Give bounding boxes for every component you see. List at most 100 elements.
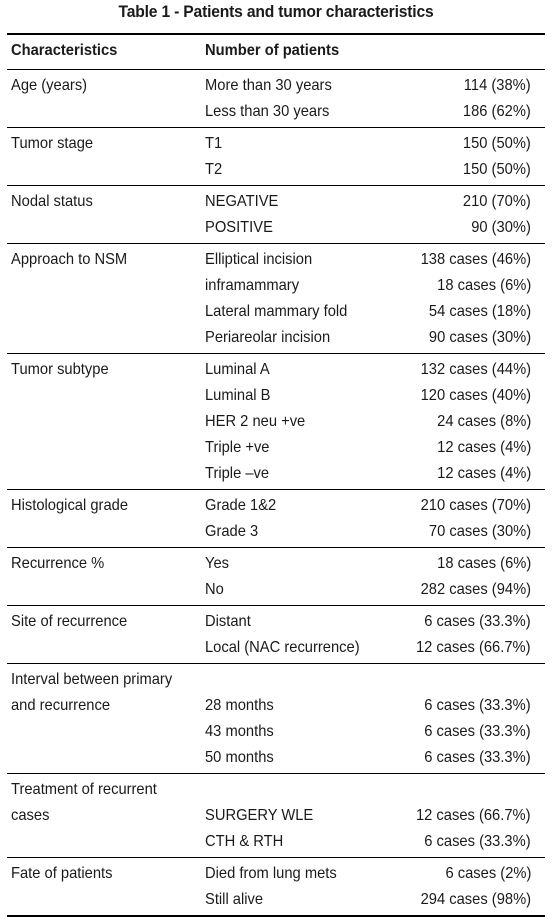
table-row xyxy=(7,667,545,693)
table-row: HER 2 neu +ve 24 cases (8%) xyxy=(7,409,545,435)
table-row: Grade 3 70 cases (30%) xyxy=(7,519,545,545)
group-divider xyxy=(7,127,545,128)
row-label: 43 months xyxy=(205,723,274,740)
row-value: 282 cases (94%) xyxy=(420,581,531,598)
row-label: Triple +ve xyxy=(205,439,270,456)
characteristic-label: Interval between primary xyxy=(11,671,173,688)
row-value: 6 cases (33.3%) xyxy=(424,613,531,630)
row-value: 18 cases (6%) xyxy=(436,277,531,294)
table-row: 50 months 6 cases (33.3%) xyxy=(7,745,545,771)
table-row: No 282 cases (94%) xyxy=(7,577,545,603)
table-row: T2 150 (50%) xyxy=(7,157,545,183)
characteristic-group: Recurrence % Yes 18 cases (6%) No 282 cases … xyxy=(7,548,545,605)
row-value: 6 cases (33.3%) xyxy=(424,749,531,766)
row-label: SURGERY WLE xyxy=(205,807,314,824)
row-label: NEGATIVE xyxy=(205,193,279,210)
table-row: inframammary 18 cases (6%) xyxy=(7,273,545,299)
characteristic-label: and recurrence xyxy=(11,697,111,714)
table-row xyxy=(7,777,545,803)
characteristic-label: Age (years) xyxy=(11,77,88,94)
group-divider xyxy=(7,185,545,186)
row-label: T2 xyxy=(205,161,223,178)
characteristic-label: cases xyxy=(11,807,50,824)
row-label: POSITIVE xyxy=(205,219,273,236)
row-label: No xyxy=(205,581,224,598)
row-value: 114 (38%) xyxy=(464,77,531,94)
row-label: Grade 1&2 xyxy=(205,497,277,514)
characteristic-label: Approach to NSM xyxy=(11,251,128,268)
characteristic-group: Tumor subtype Luminal A 132 cases (44%) Lum… xyxy=(7,354,545,489)
table-row: SURGERY WLE 12 cases (66.7%) xyxy=(7,803,545,829)
characteristic-group: Interval between primary and recurrence 28… xyxy=(7,664,545,773)
row-value: 138 cases (46%) xyxy=(420,251,531,268)
characteristic-group: Fate of patients Died from lung mets 6 cas… xyxy=(7,858,545,915)
row-label: Elliptical incision xyxy=(205,251,313,268)
table-row: Elliptical incision 138 cases (46%) xyxy=(7,247,545,273)
row-value: 6 cases (33.3%) xyxy=(424,833,531,850)
row-value: 70 cases (30%) xyxy=(428,523,531,540)
header-characteristics: Characteristics xyxy=(11,42,118,59)
header-number-of-patients: Number of patients xyxy=(205,42,340,59)
characteristic-group: Tumor stage T1 150 (50%) T2 150 (50%) xyxy=(7,128,545,185)
table-row: Luminal B 120 cases (40%) xyxy=(7,383,545,409)
characteristic-group: Histological grade Grade 1&2 210 cases (70… xyxy=(7,490,545,547)
row-value: 6 cases (33.3%) xyxy=(424,697,531,714)
row-label: 28 months xyxy=(205,697,274,714)
group-divider xyxy=(7,489,545,490)
table-row: Triple +ve 12 cases (4%) xyxy=(7,435,545,461)
table-row: POSITIVE 90 (30%) xyxy=(7,215,545,241)
row-label: HER 2 neu +ve xyxy=(205,413,306,430)
row-value: 6 cases (33.3%) xyxy=(424,723,531,740)
characteristic-group: Age (years) More than 30 years 114 (38%) Le… xyxy=(7,70,545,127)
characteristic-group: Site of recurrence Distant 6 cases (33.3%)… xyxy=(7,606,545,663)
row-label: Lateral mammary fold xyxy=(205,303,348,320)
row-value: 24 cases (8%) xyxy=(436,413,531,430)
group-divider xyxy=(7,547,545,548)
row-value: 6 cases (2%) xyxy=(445,865,531,882)
table-row: Distant 6 cases (33.3%) xyxy=(7,609,545,635)
characteristic-label: Tumor stage xyxy=(11,135,94,152)
row-label: Less than 30 years xyxy=(205,103,330,120)
group-divider xyxy=(7,243,545,244)
row-label: T1 xyxy=(205,135,223,152)
characteristic-label: Tumor subtype xyxy=(11,361,109,378)
row-label: Grade 3 xyxy=(205,523,259,540)
row-value: 150 (50%) xyxy=(463,161,531,178)
table-row: 28 months 6 cases (33.3%) xyxy=(7,693,545,719)
row-value: 12 cases (66.7%) xyxy=(416,639,531,656)
characteristic-group: Treatment of recurrent cases SURGERY WLE 12… xyxy=(7,774,545,857)
characteristic-label: Treatment of recurrent xyxy=(11,781,157,798)
characteristic-label: Histological grade xyxy=(11,497,129,514)
table-row: Grade 1&2 210 cases (70%) xyxy=(7,493,545,519)
group-divider xyxy=(7,353,545,354)
table-row: Still alive 294 cases (98%) xyxy=(7,887,545,913)
table-row: Yes 18 cases (6%) xyxy=(7,551,545,577)
row-value: 186 (62%) xyxy=(463,103,531,120)
row-value: 12 cases (4%) xyxy=(436,439,531,456)
table-row: 43 months 6 cases (33.3%) xyxy=(7,719,545,745)
group-divider xyxy=(7,773,545,774)
row-value: 120 cases (40%) xyxy=(420,387,531,404)
characteristic-group: Approach to NSM Elliptical incision 138 ca… xyxy=(7,244,545,353)
row-value: 90 (30%) xyxy=(471,219,531,236)
characteristic-label: Nodal status xyxy=(11,193,93,210)
table-row: Luminal A 132 cases (44%) xyxy=(7,357,545,383)
row-value: 132 cases (44%) xyxy=(420,361,531,378)
row-value: 12 cases (66.7%) xyxy=(416,807,531,824)
characteristic-label: Recurrence % xyxy=(11,555,105,572)
row-label: Distant xyxy=(205,613,251,630)
table-row: CTH & RTH 6 cases (33.3%) xyxy=(7,829,545,855)
row-label: Triple –ve xyxy=(205,465,270,482)
row-label: Luminal B xyxy=(205,387,271,404)
row-value: 90 cases (30%) xyxy=(428,329,531,346)
group-divider xyxy=(7,857,545,858)
characteristic-label: Fate of patients xyxy=(11,865,113,882)
row-value: 54 cases (18%) xyxy=(428,303,531,320)
table-row: Triple –ve 12 cases (4%) xyxy=(7,461,545,487)
row-label: Periareolar incision xyxy=(205,329,331,346)
row-value: 210 (70%) xyxy=(463,193,531,210)
row-label: Yes xyxy=(205,555,230,572)
table-title: Table 1 - Patients and tumor characteris… xyxy=(118,2,434,21)
table-row: Less than 30 years 186 (62%) xyxy=(7,99,545,125)
bottom-rule xyxy=(7,915,545,917)
